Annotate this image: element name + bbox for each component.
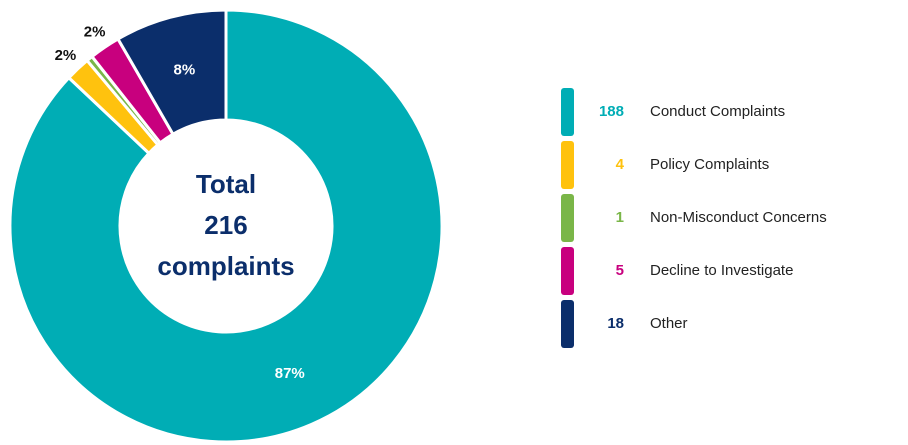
legend-label: Non-Misconduct Concerns [650, 209, 827, 226]
center-label: Total [196, 169, 256, 199]
center-label: 216 [204, 210, 247, 240]
legend-label: Policy Complaints [650, 156, 769, 173]
legend-swatch [561, 194, 574, 242]
legend-count: 188 [599, 103, 624, 120]
legend-count: 1 [616, 209, 624, 226]
legend-swatch [561, 300, 574, 348]
legend-swatch [561, 88, 574, 136]
legend-swatch [561, 141, 574, 189]
legend-count: 5 [616, 262, 624, 279]
legend-label: Decline to Investigate [650, 262, 793, 279]
legend-label: Conduct Complaints [650, 103, 785, 120]
legend-label: Other [650, 315, 688, 332]
donut-slice [8, 8, 444, 444]
slice-label: 2% [84, 23, 106, 40]
donut-slice [115, 8, 228, 137]
legend-count: 18 [607, 315, 624, 332]
legend-count: 4 [616, 156, 625, 173]
slice-label: 8% [173, 61, 195, 78]
legend-swatch [561, 247, 574, 295]
slice-label: 87% [275, 365, 305, 382]
center-label: complaints [157, 251, 294, 281]
slice-label: 2% [55, 47, 77, 64]
